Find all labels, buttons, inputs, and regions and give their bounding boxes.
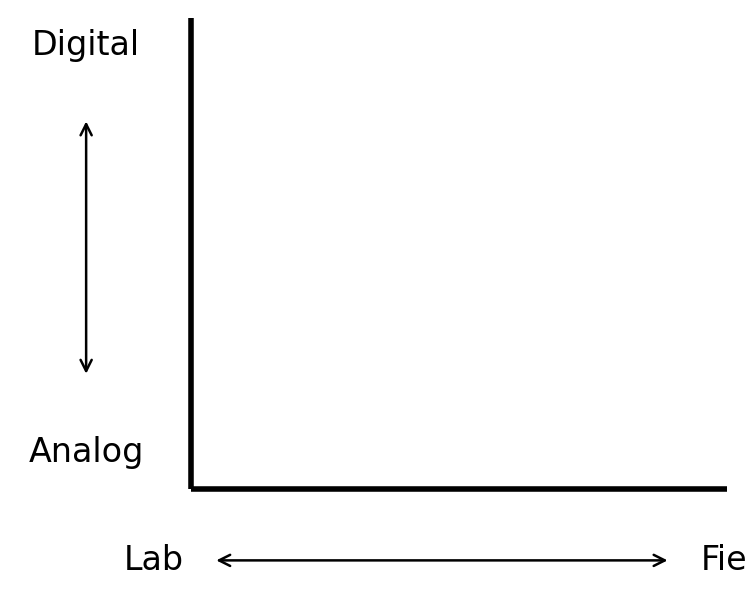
Text: Digital: Digital [32,29,140,62]
Text: Analog: Analog [28,436,144,469]
Text: Lab: Lab [124,544,184,577]
Text: Field: Field [700,544,749,577]
